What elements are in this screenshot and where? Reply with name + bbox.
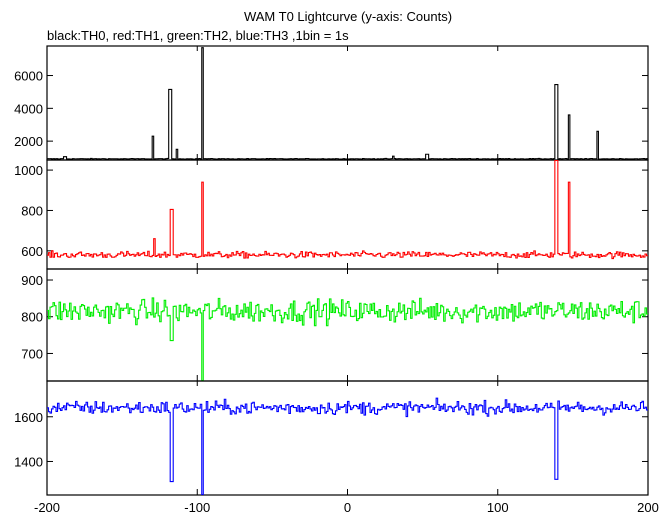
y-tick-label: 1600 xyxy=(14,410,43,425)
x-tick-label: -100 xyxy=(184,500,210,515)
x-tick-label: 200 xyxy=(637,500,659,515)
x-tick-label: 100 xyxy=(487,500,509,515)
chart-subtitle: black:TH0, red:TH1, green:TH2, blue:TH3 … xyxy=(47,28,349,43)
y-tick-label: 900 xyxy=(21,273,43,288)
y-tick-label: 700 xyxy=(21,346,43,361)
y-tick-label: 4000 xyxy=(14,101,43,116)
series-line-th1 xyxy=(47,159,648,260)
y-tick-label: 800 xyxy=(21,310,43,325)
panel-th0: 2000 4000 6000 xyxy=(14,45,649,161)
y-tick-label: 600 xyxy=(21,244,43,259)
series-line-th3 xyxy=(47,397,648,496)
panel-th1: 600 800 1000 xyxy=(14,159,649,270)
chart-title: WAM T0 Lightcurve (y-axis: Counts) xyxy=(244,9,452,24)
panels-layer: 2000 4000 6000 600 800 1000 700 800 900 1400 1600 xyxy=(14,45,649,496)
series-line-th0 xyxy=(47,47,648,160)
x-axis: -200 -100 0 100 200 xyxy=(34,500,659,515)
panel-th3: 1400 1600 xyxy=(14,380,649,496)
y-tick-label: 1000 xyxy=(14,163,43,178)
x-tick-label: -200 xyxy=(34,500,60,515)
series-line-th2 xyxy=(47,297,648,382)
y-tick-label: 6000 xyxy=(14,69,43,84)
x-tick-label: 0 xyxy=(344,500,351,515)
y-tick-label: 800 xyxy=(21,203,43,218)
y-tick-label: 1400 xyxy=(14,454,43,469)
panel-th2: 700 800 900 xyxy=(21,268,649,382)
y-tick-label: 2000 xyxy=(14,134,43,149)
